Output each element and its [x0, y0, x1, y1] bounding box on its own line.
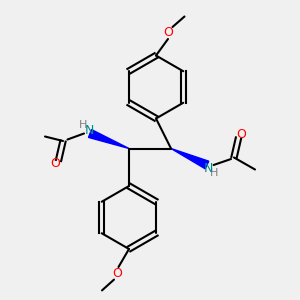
- Text: O: O: [51, 157, 60, 170]
- Polygon shape: [88, 130, 129, 148]
- Text: H: H: [79, 120, 88, 130]
- Text: H: H: [210, 168, 219, 178]
- Text: N: N: [85, 124, 94, 137]
- Text: O: O: [164, 26, 173, 40]
- Text: O: O: [113, 267, 122, 280]
- Polygon shape: [171, 148, 209, 169]
- Text: O: O: [237, 128, 246, 142]
- Text: N: N: [204, 161, 213, 175]
